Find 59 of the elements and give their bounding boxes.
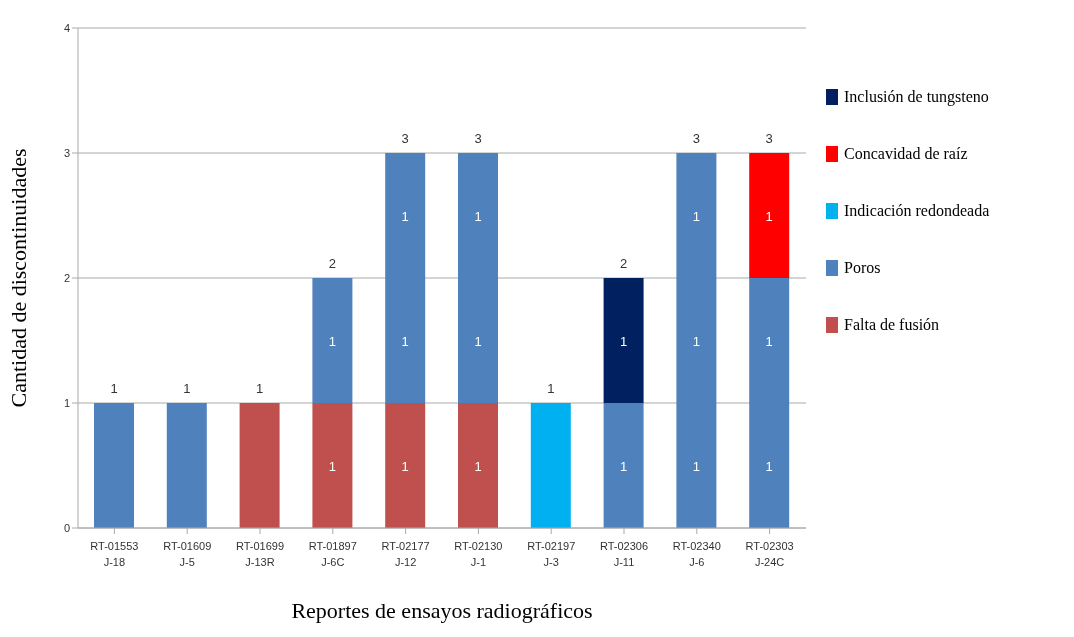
total-label: 3	[474, 131, 482, 146]
data-label: 1	[692, 333, 701, 349]
legend-label: Falta de fusión	[843, 314, 941, 335]
y-tick-label: 4	[63, 21, 70, 34]
bar	[312, 403, 353, 528]
y-axis-title: Cantidad de discontinuidades	[5, 148, 31, 408]
x-tick-label: RT-02197 J-3	[527, 540, 576, 568]
bar	[239, 403, 280, 528]
data-label: 1	[619, 333, 628, 349]
bar	[603, 278, 644, 403]
legend-label: Poros	[843, 257, 882, 278]
total-label: 1	[110, 381, 118, 396]
bar	[166, 403, 207, 528]
x-tick-label: RT-01699 J-13R	[235, 540, 285, 568]
total-label: 3	[692, 131, 701, 146]
bar	[385, 403, 426, 528]
data-label: 1	[692, 458, 701, 474]
total-label: 2	[328, 256, 337, 271]
x-tick-label: RT-01553 J-18	[90, 540, 139, 568]
legend-label: Concavidad de raíz	[843, 143, 969, 164]
bar	[603, 403, 644, 528]
x-tick-label: RT-02130 J-1	[454, 540, 503, 568]
y-tick-label: 3	[63, 146, 70, 159]
x-axis-title: Reportes de ensayos radiográficos	[291, 598, 593, 623]
y-tick-label: 0	[63, 521, 70, 534]
legend-label: Inclusión de tungsteno	[843, 86, 990, 108]
data-label: 1	[328, 333, 337, 349]
data-label: 1	[474, 458, 482, 474]
x-tick-label: RT-01609 J-5	[163, 540, 212, 568]
total-label: 1	[547, 381, 555, 396]
y-tick-label: 2	[63, 271, 70, 284]
x-tick-label: RT-02177 J-12	[381, 540, 430, 568]
x-tick-label: RT-02340 J-6	[672, 540, 721, 568]
data-label: 1	[692, 208, 701, 224]
data-label: 1	[401, 208, 409, 224]
data-label: 1	[474, 208, 482, 224]
bar	[312, 278, 353, 403]
total-label: 1	[183, 381, 191, 396]
x-tick-label: RT-02303 J-24C	[745, 540, 794, 568]
bar	[94, 403, 134, 528]
data-label: 1	[765, 458, 773, 474]
data-label: 1	[619, 458, 628, 474]
y-tick-label: 1	[63, 396, 70, 409]
x-tick-label: RT-02306 J-11	[599, 540, 649, 568]
bar	[530, 403, 571, 528]
bar	[458, 403, 498, 528]
data-label: 1	[474, 333, 482, 349]
data-label: 1	[765, 333, 773, 349]
data-label: 1	[401, 458, 409, 474]
data-label: 1	[401, 333, 409, 349]
total-label: 1	[255, 381, 264, 396]
total-label: 3	[765, 131, 773, 146]
total-label: 2	[619, 256, 628, 271]
bar	[749, 153, 790, 278]
legend-label: Indicación redondeada	[843, 200, 991, 221]
total-label: 3	[401, 131, 409, 146]
data-label: 1	[765, 208, 773, 224]
x-tick-label: RT-01897 J-6C	[308, 540, 357, 568]
data-label: 1	[328, 458, 337, 474]
